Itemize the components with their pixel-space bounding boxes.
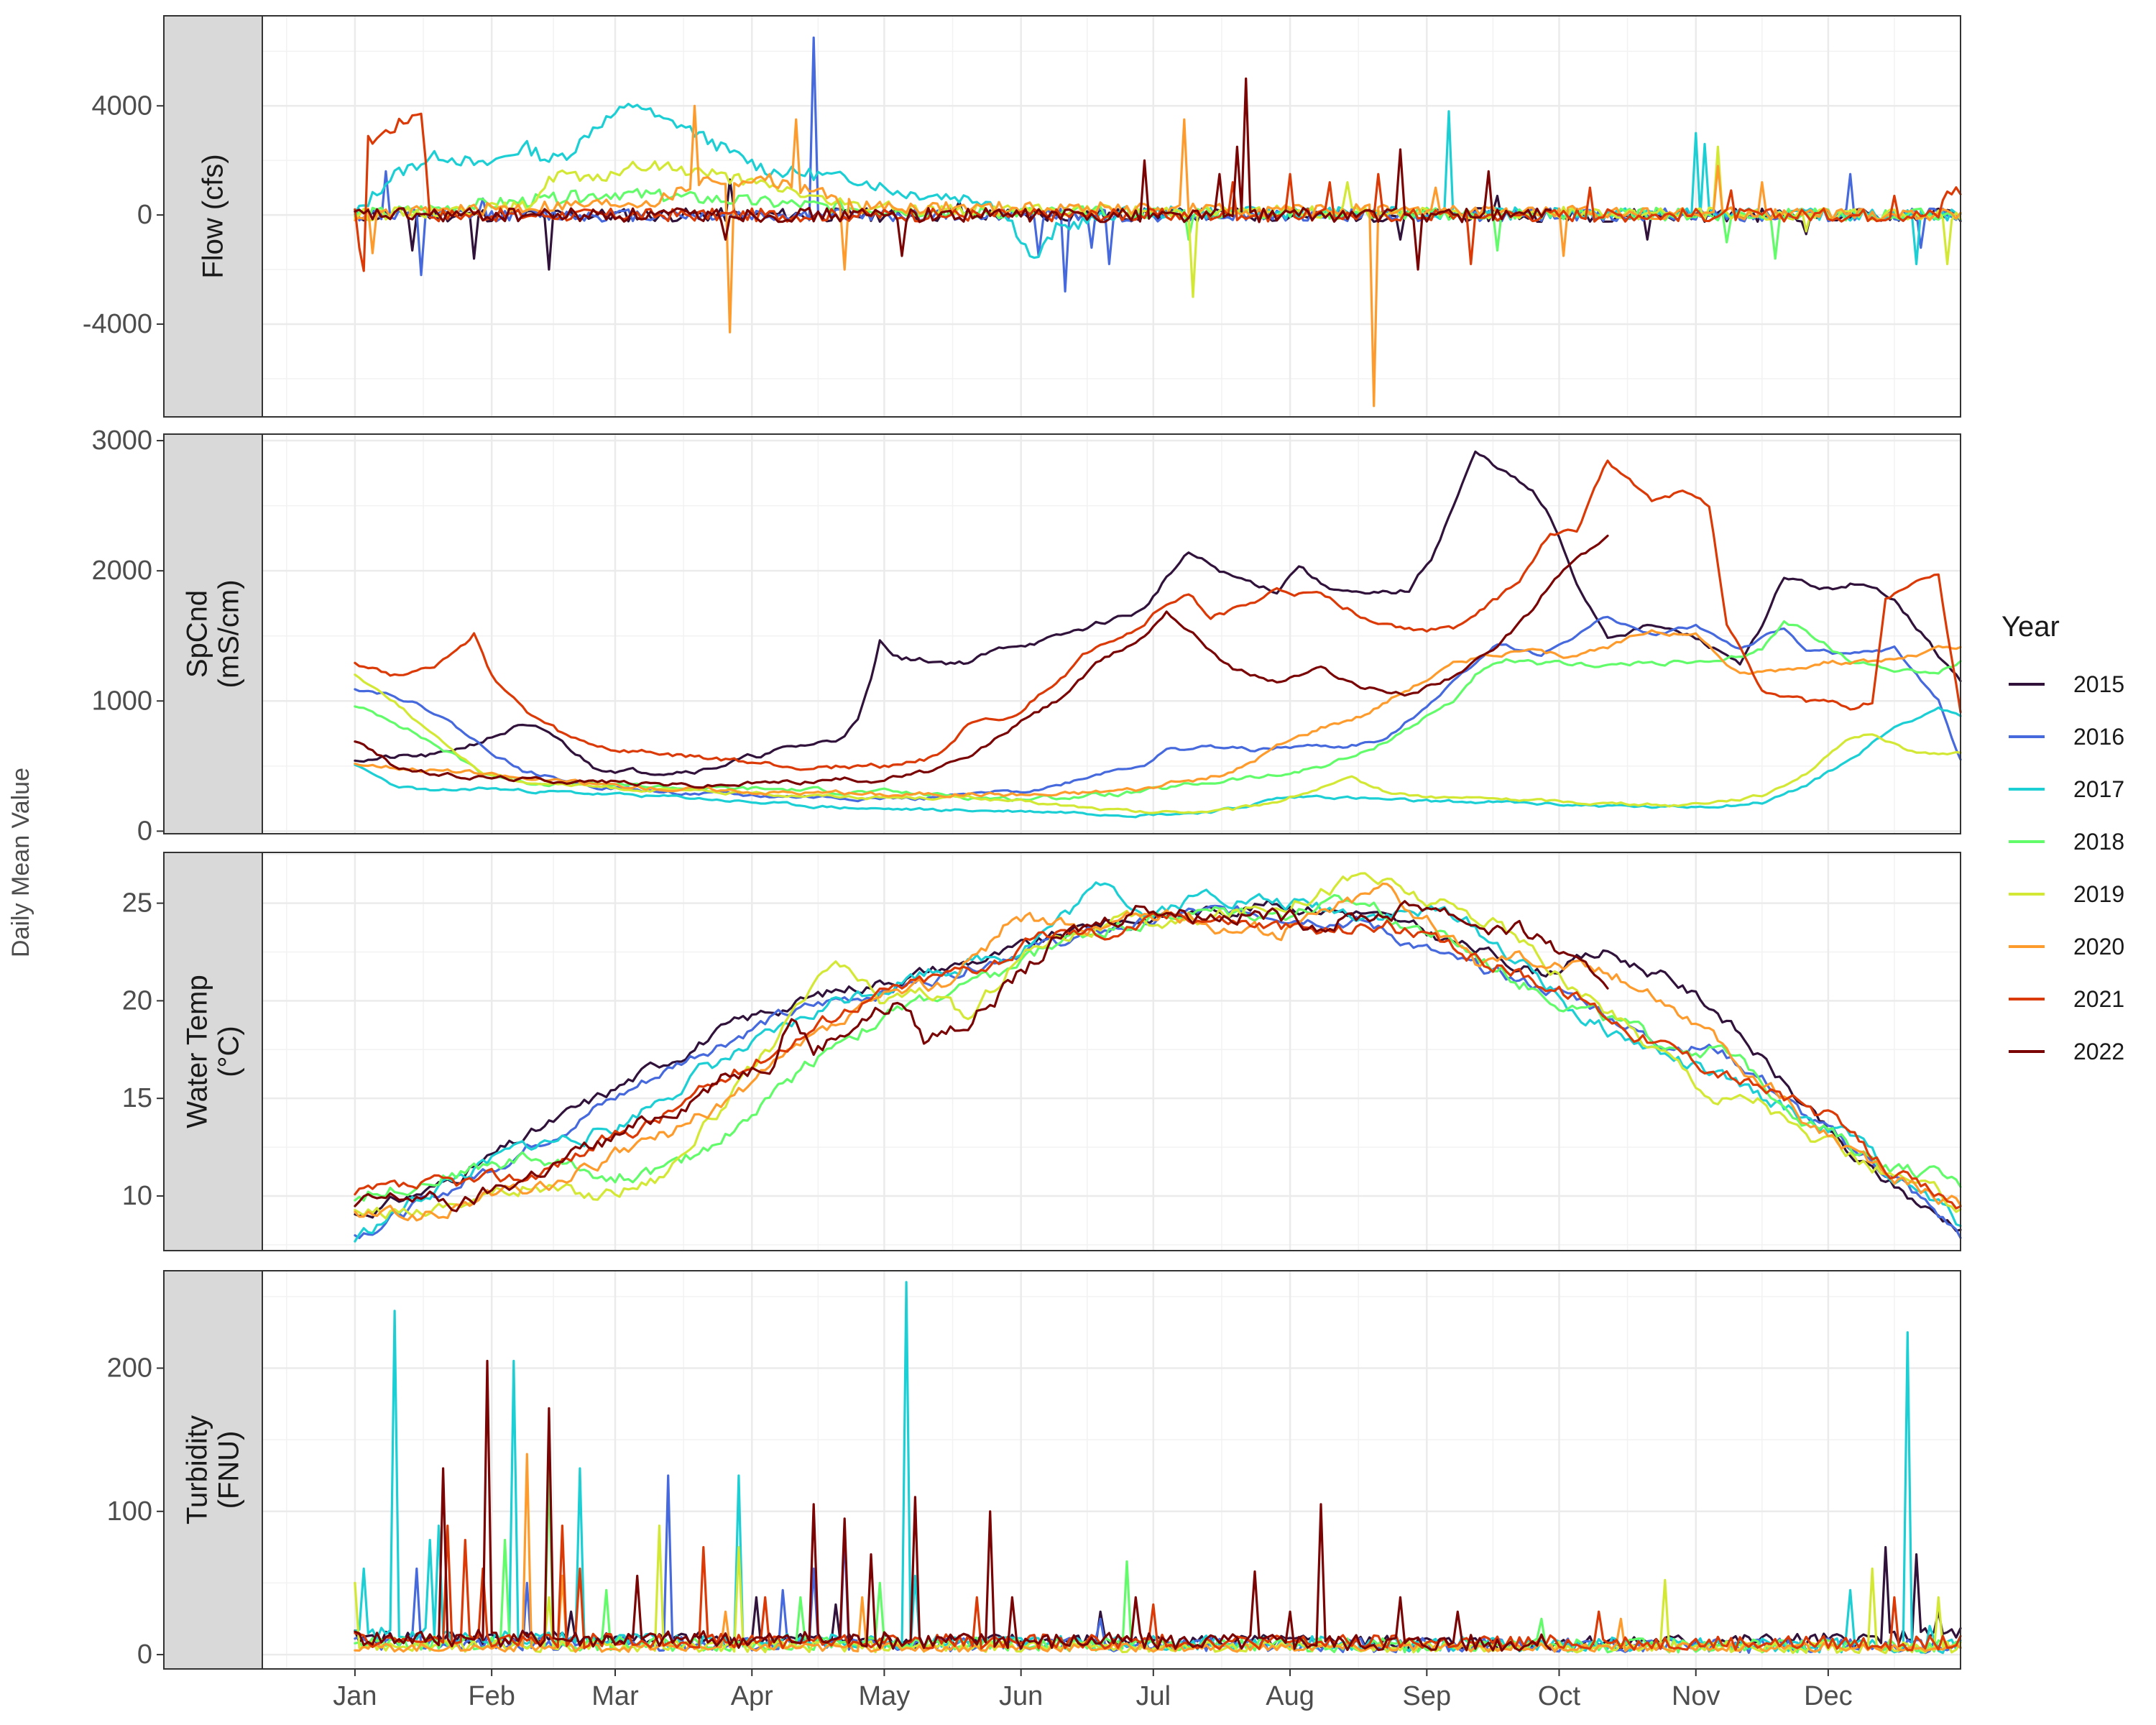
panel-2: SpCnd (mS/cm) 0 1000 2000 3000 (91, 426, 1962, 846)
series-group (354, 1281, 1962, 1655)
y-tick-label: 0 (137, 816, 152, 846)
panel-1: Flow (cfs) -4000 0 4000 (83, 15, 1962, 418)
series-line-2017 (354, 881, 1962, 1243)
facet-strip-label: (mS/cm) (213, 579, 245, 688)
y-tick-label: 200 (107, 1353, 152, 1384)
panel-3: Water Temp (°C) 10 15 20 25 (122, 852, 1962, 1251)
x-tick-label: Jan (333, 1681, 377, 1711)
facet-strip-label: (FNU) (213, 1431, 245, 1509)
series-line-2019 (354, 673, 1962, 814)
series-line-2022 (354, 1359, 1552, 1652)
y-tick-label: 0 (137, 200, 152, 230)
legend-label-2020: 2020 (2073, 934, 2124, 960)
legend-label-2016: 2016 (2073, 724, 2124, 750)
facet-strip-label: SpCnd (182, 590, 213, 678)
x-tick-label: Aug (1266, 1681, 1314, 1711)
series-line-2020 (354, 629, 1962, 799)
series-group (354, 872, 1962, 1243)
gridlines (262, 434, 1961, 834)
y-tick-label: 100 (107, 1496, 152, 1527)
facet-strip (163, 852, 263, 1251)
y-axis-title: Daily Mean Value (7, 768, 34, 957)
series-line-2022 (354, 77, 1552, 271)
x-tick-label: Feb (468, 1681, 515, 1711)
panel-background (262, 434, 1961, 834)
panel-4: Turbidity (FNU) 0 100 200 (107, 1270, 1962, 1670)
y-tick-label: 4000 (91, 91, 152, 121)
y-tick-label: 2000 (91, 556, 152, 586)
legend-label-2015: 2015 (2073, 671, 2124, 697)
y-tick-label: 25 (122, 888, 152, 919)
x-tick-label: Mar (591, 1681, 639, 1711)
series-line-2019 (354, 872, 1962, 1220)
legend-label-2022: 2022 (2073, 1039, 2124, 1064)
legend-label-2017: 2017 (2073, 776, 2124, 802)
facet-strip-label: Flow (cfs) (198, 154, 229, 278)
x-tick-label: Jun (999, 1681, 1043, 1711)
series-line-2022 (354, 900, 1609, 1213)
x-tick-label: Oct (1538, 1681, 1581, 1711)
facet-strip-label: Water Temp (182, 975, 213, 1128)
facet-strip-label: Turbidity (182, 1415, 213, 1524)
y-tick-label: 15 (122, 1083, 152, 1113)
series-group (354, 450, 1962, 819)
legend: Year 2015 2016 2017 2018 2019 2020 2021 2022 (2001, 611, 2124, 1064)
series-line-2021 (354, 911, 1962, 1210)
legend-label-2018: 2018 (2073, 829, 2124, 855)
series-line-2016 (354, 36, 1962, 293)
legend-label-2019: 2019 (2073, 881, 2124, 907)
y-tick-label: 3000 (91, 426, 152, 456)
gridlines (262, 852, 1961, 1251)
y-tick-label: -4000 (83, 309, 152, 339)
series-line-2022 (354, 534, 1609, 789)
series-line-2021 (354, 459, 1962, 771)
y-tick-label: 20 (122, 985, 152, 1016)
x-tick-label: Sep (1403, 1681, 1452, 1711)
x-tick-label: Dec (1804, 1681, 1853, 1711)
legend-label-2021: 2021 (2073, 986, 2124, 1012)
series-line-2015 (354, 450, 1962, 776)
facet-strip (163, 433, 263, 834)
y-tick-label: 10 (122, 1181, 152, 1211)
y-tick-label: 1000 (91, 686, 152, 716)
x-tick-label: Apr (731, 1681, 773, 1711)
series-line-2020 (354, 882, 1962, 1222)
x-tick-label: May (859, 1681, 911, 1711)
x-tick-label: Jul (1136, 1681, 1171, 1711)
y-tick-label: 0 (137, 1639, 152, 1670)
facet-strip-label: (°C) (213, 1026, 245, 1077)
facet-strip (163, 15, 263, 418)
series-line-2017 (354, 706, 1962, 819)
x-tick-label: Nov (1672, 1681, 1720, 1711)
facet-strip (163, 1270, 263, 1670)
legend-title: Year (2001, 611, 2060, 643)
series-group (354, 36, 1962, 408)
gridlines (262, 1271, 1961, 1669)
x-axis: Jan Feb Mar Apr May Jun Jul Aug Sep Oct Nov Dec (333, 1669, 1853, 1711)
